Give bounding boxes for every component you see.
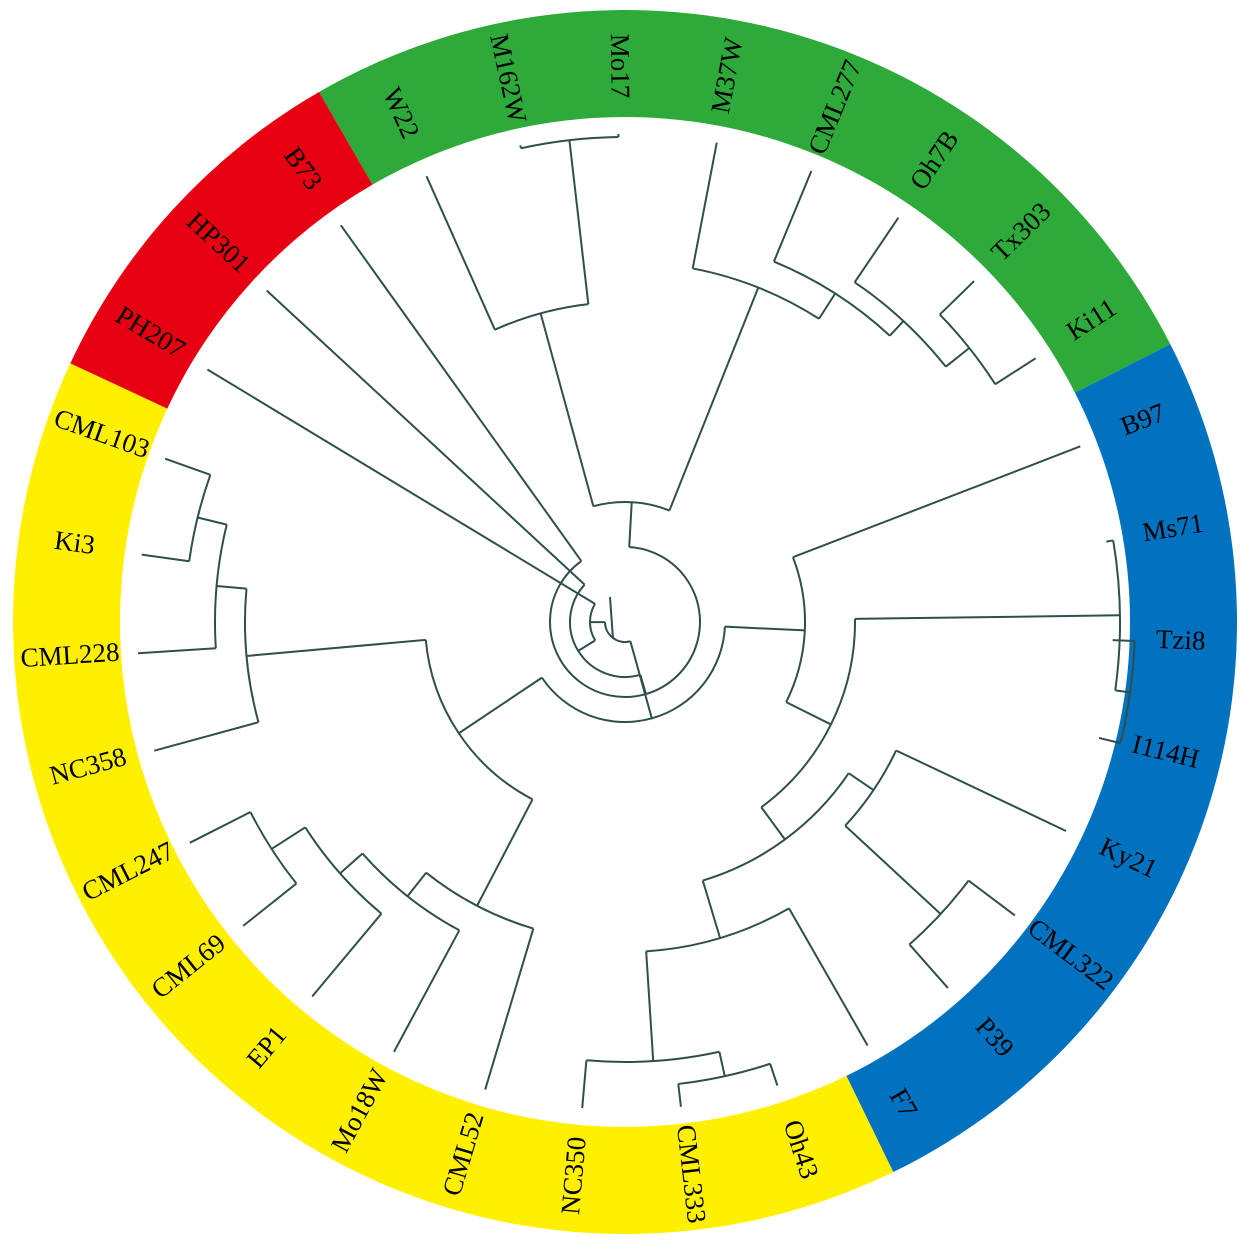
- tree: [137, 134, 1136, 1109]
- branch: [425, 175, 496, 331]
- branch: [760, 806, 786, 841]
- branch: [216, 585, 247, 590]
- branch: [406, 872, 427, 897]
- ring-sector: [846, 344, 1238, 1173]
- branch: [788, 907, 869, 1046]
- branch: [854, 614, 1120, 620]
- branch: [785, 701, 832, 726]
- branch-arc: [604, 622, 631, 643]
- branch: [844, 824, 942, 915]
- branch: [967, 879, 1016, 917]
- branch: [311, 913, 383, 998]
- leaf-label: Ki3: [53, 525, 97, 560]
- branch: [1115, 689, 1131, 694]
- branch: [197, 516, 227, 526]
- branch: [340, 224, 583, 562]
- branch: [242, 882, 298, 927]
- branch-arc: [1119, 640, 1136, 744]
- branch: [568, 140, 590, 305]
- branch-arc: [908, 879, 970, 946]
- branch: [628, 502, 633, 548]
- branch: [724, 625, 805, 632]
- branch: [1098, 736, 1121, 745]
- root-branch: [609, 596, 614, 639]
- branch: [484, 928, 535, 1090]
- branch-arc: [939, 313, 997, 385]
- branch: [189, 811, 251, 844]
- branch: [519, 145, 522, 149]
- leaf-label: Tzi8: [1155, 624, 1206, 656]
- branch: [476, 869, 497, 907]
- branch: [945, 347, 970, 368]
- branch: [939, 280, 975, 316]
- branch: [137, 647, 216, 655]
- branch: [164, 457, 211, 476]
- group-ring: [12, 10, 1238, 1235]
- branch-arc: [520, 136, 619, 150]
- branch: [581, 1060, 588, 1109]
- branch: [539, 313, 595, 507]
- branch: [154, 721, 259, 752]
- branch: [889, 320, 905, 337]
- branch: [718, 1051, 726, 1077]
- branch: [848, 772, 875, 791]
- leaf-label: Mo17: [605, 34, 636, 99]
- branch: [141, 553, 190, 563]
- branch: [792, 445, 1081, 559]
- branch: [773, 170, 813, 262]
- branch: [645, 951, 655, 1062]
- branch-arc: [549, 546, 701, 698]
- branch: [271, 826, 306, 850]
- branch: [677, 1083, 682, 1107]
- branch: [668, 287, 760, 511]
- ring-sector: [70, 91, 373, 409]
- branch: [853, 217, 900, 283]
- branch: [691, 142, 718, 269]
- leaf-label: CML228: [20, 637, 121, 673]
- branch: [818, 292, 837, 320]
- branch: [339, 852, 364, 875]
- branch: [769, 1063, 779, 1086]
- branch: [629, 640, 653, 719]
- branch-arc: [678, 1062, 771, 1085]
- branch-arc: [589, 603, 597, 641]
- branch: [701, 880, 722, 939]
- branch: [246, 638, 426, 657]
- branch: [577, 639, 596, 652]
- branch-arc: [569, 583, 641, 678]
- branch-arc: [188, 474, 212, 562]
- branch: [895, 749, 1067, 832]
- branch: [393, 929, 461, 1053]
- branch: [994, 357, 1037, 386]
- branch: [266, 289, 586, 586]
- ring-sector: [12, 363, 894, 1235]
- branch: [206, 368, 596, 605]
- branch: [458, 676, 543, 735]
- branch: [908, 943, 949, 989]
- branch: [494, 798, 534, 871]
- ring-sector: [319, 10, 1171, 393]
- leaf-label: NC350: [555, 1135, 592, 1215]
- branch: [1112, 639, 1135, 642]
- branch: [1106, 539, 1114, 543]
- branch-arc: [214, 524, 228, 649]
